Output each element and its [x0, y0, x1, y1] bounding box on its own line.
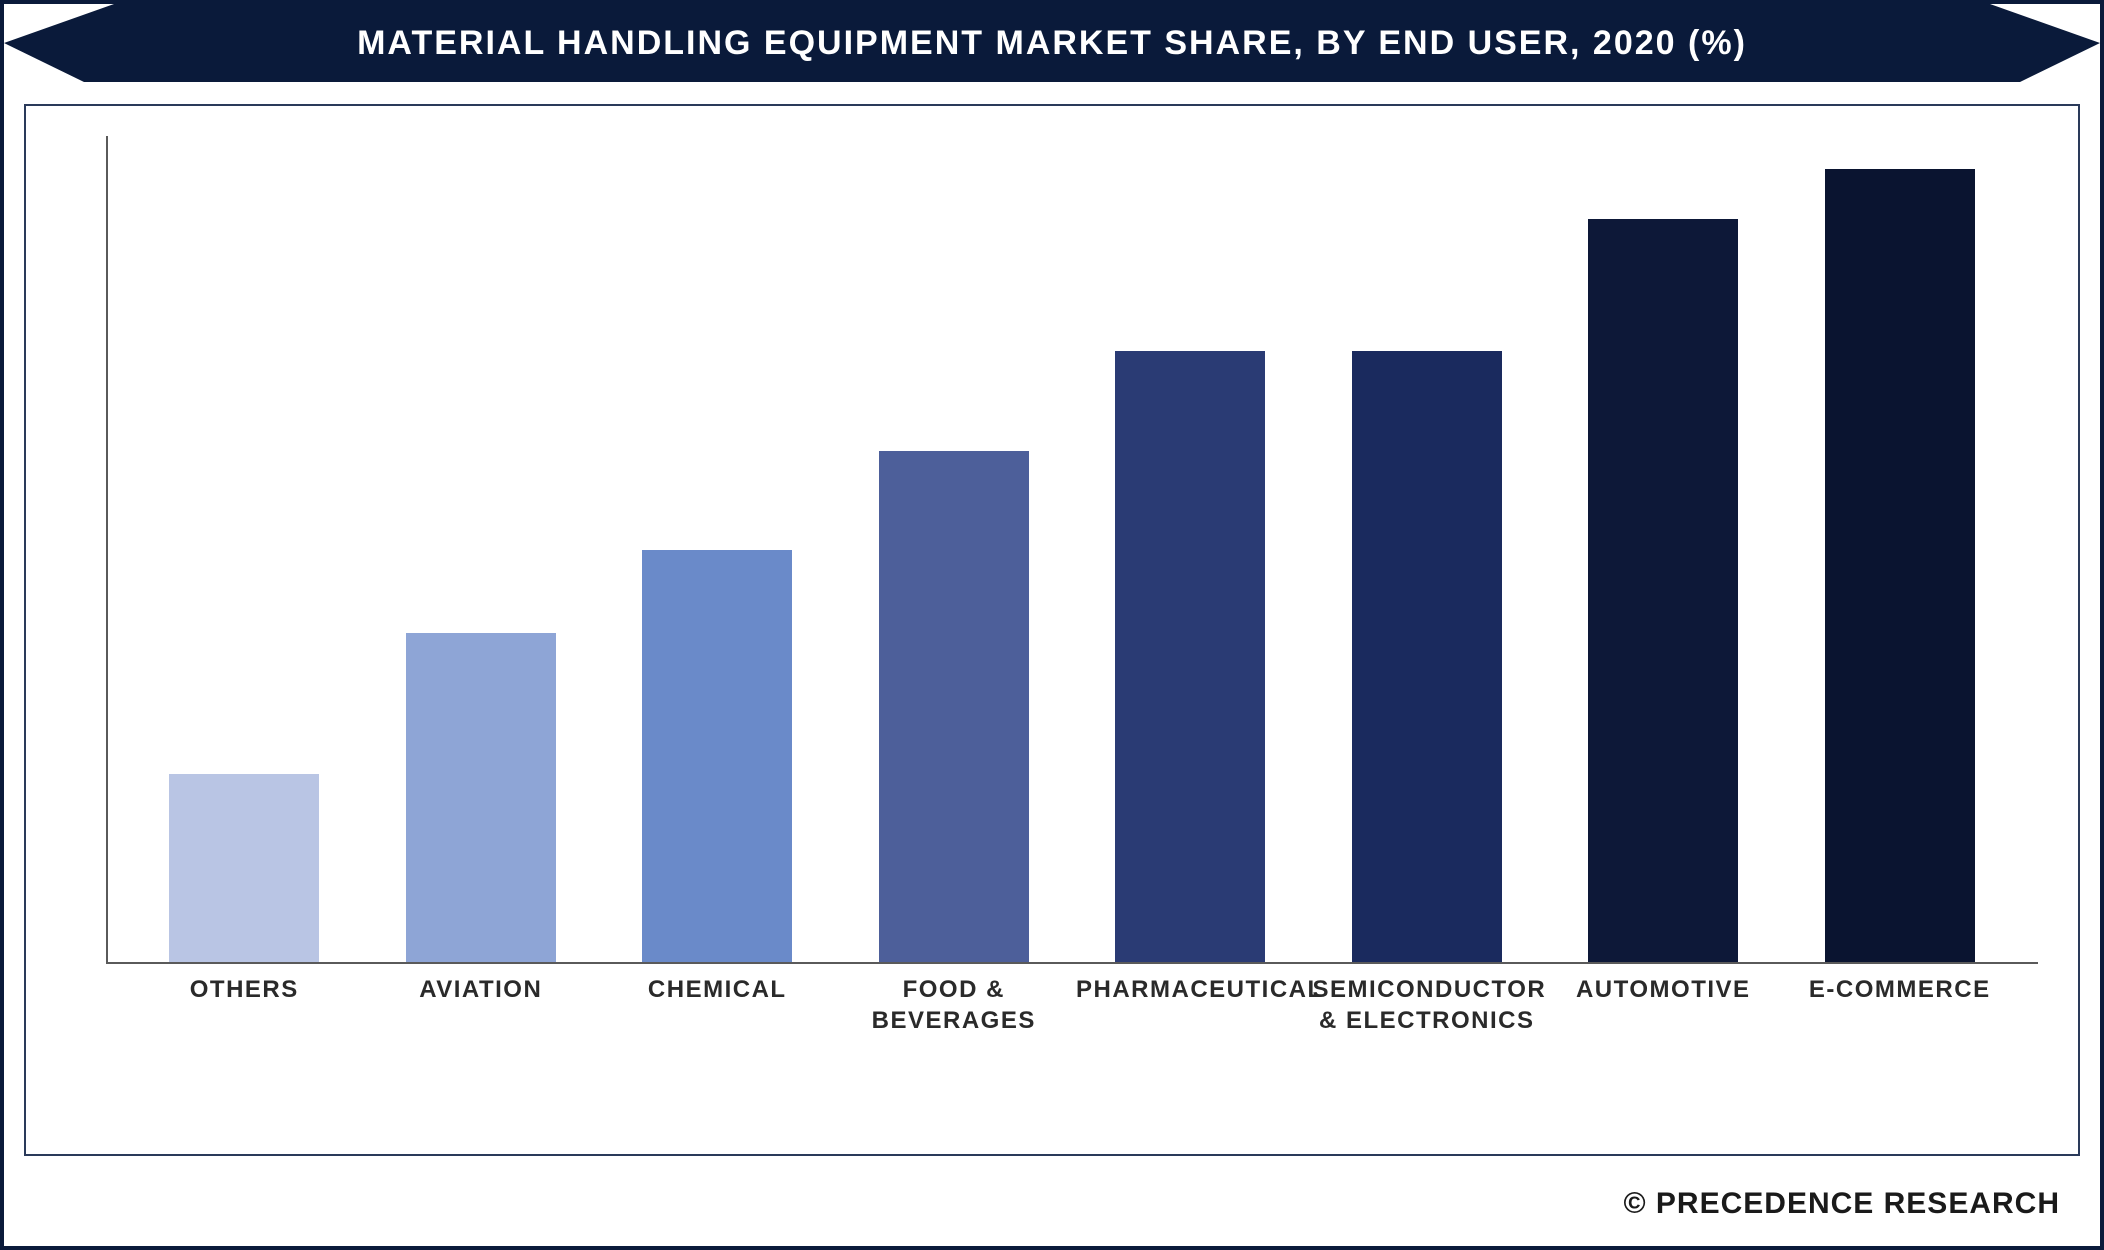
bar: [1825, 169, 1975, 964]
chart-title: MATERIAL HANDLING EQUIPMENT MARKET SHARE…: [357, 24, 1747, 63]
banner-notch-right-bottom: [2020, 43, 2100, 82]
x-axis-label: Chemical: [599, 974, 836, 1094]
bar-slot: [599, 136, 836, 964]
x-axis-label: Pharmaceutical: [1072, 974, 1309, 1094]
bar: [169, 774, 319, 964]
banner-notch-left-bottom: [4, 43, 84, 82]
x-axis-label: E-Commerce: [1782, 974, 2019, 1094]
x-axis-label: Semiconductor & Electronics: [1309, 974, 1546, 1094]
bar: [406, 633, 556, 964]
x-axis-label: Aviation: [363, 974, 600, 1094]
bar-slot: [1309, 136, 1546, 964]
plot-area: [106, 136, 2038, 964]
bar: [1352, 351, 1502, 964]
bar-slot: [126, 136, 363, 964]
bar: [642, 550, 792, 964]
x-axis-label: Automotive: [1545, 974, 1782, 1094]
banner-notch-left-top: [4, 4, 114, 43]
bar-slot: [836, 136, 1073, 964]
title-banner: MATERIAL HANDLING EQUIPMENT MARKET SHARE…: [4, 4, 2100, 82]
bar: [879, 451, 1029, 964]
bar-slot: [1072, 136, 1309, 964]
x-axis-line: [106, 962, 2038, 964]
bar-slot: [363, 136, 600, 964]
chart-panel: OthersAviationChemicalFood & BeveragesPh…: [24, 104, 2080, 1156]
bar-slot: [1782, 136, 2019, 964]
bars-container: [106, 136, 2038, 964]
copyright-text: © PRECEDENCE RESEARCH: [1623, 1187, 2060, 1221]
bar: [1115, 351, 1265, 964]
x-axis-label: Others: [126, 974, 363, 1094]
chart-frame: MATERIAL HANDLING EQUIPMENT MARKET SHARE…: [0, 0, 2104, 1250]
bar: [1588, 219, 1738, 964]
banner-notch-right-top: [1990, 4, 2100, 43]
bar-slot: [1545, 136, 1782, 964]
x-axis-label: Food & Beverages: [836, 974, 1073, 1094]
x-labels-row: OthersAviationChemicalFood & BeveragesPh…: [106, 974, 2038, 1094]
